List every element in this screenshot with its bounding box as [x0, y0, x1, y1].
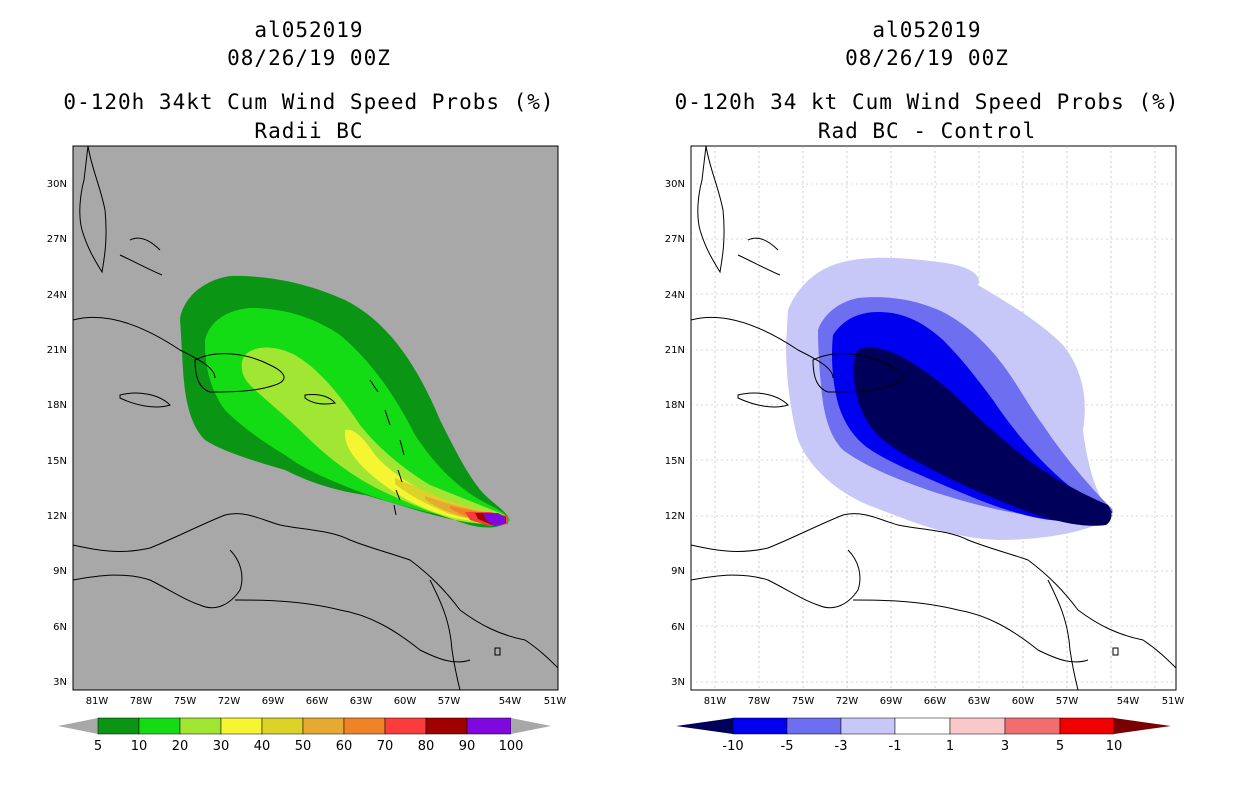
svg-text:15N: 15N: [47, 456, 67, 467]
lat-labels: 30N 27N 24N 21N 18N 15N 12N 9N 6N 3N: [47, 179, 67, 688]
svg-text:70: 70: [377, 739, 394, 754]
svg-text:27N: 27N: [47, 234, 67, 245]
svg-text:51W: 51W: [1162, 696, 1185, 707]
left-panel: al052019 08/26/19 00Z 0-120h 34kt Cum Wi…: [47, 18, 567, 754]
product-title: 0-120h 34 kt Cum Wind Speed Probs (%): [674, 90, 1180, 114]
svg-text:10: 10: [1106, 739, 1123, 754]
svg-text:9N: 9N: [671, 566, 685, 577]
svg-text:9N: 9N: [53, 566, 67, 577]
svg-text:54W: 54W: [499, 696, 522, 707]
svg-text:40: 40: [254, 739, 271, 754]
svg-text:81W: 81W: [86, 696, 109, 707]
prob-90-area: [483, 513, 506, 526]
svg-text:100: 100: [499, 739, 524, 754]
svg-text:90: 90: [459, 739, 476, 754]
coastlines: [690, 145, 1177, 691]
svg-text:24N: 24N: [47, 290, 67, 301]
svg-text:72W: 72W: [836, 696, 859, 707]
product-title: 0-120h 34kt Cum Wind Speed Probs (%): [63, 90, 555, 114]
svg-text:30: 30: [213, 739, 230, 754]
svg-text:-3: -3: [835, 739, 848, 754]
subtitle: Radii BC: [254, 119, 364, 143]
svg-text:21N: 21N: [47, 345, 67, 356]
svg-text:51W: 51W: [544, 696, 567, 707]
svg-text:3N: 3N: [671, 677, 685, 688]
lat-labels: 30N 27N 24N 21N 18N 15N 12N 9N 6N 3N: [665, 179, 685, 688]
svg-text:15N: 15N: [665, 456, 685, 467]
svg-text:5: 5: [1056, 739, 1064, 754]
prob-30-area: [345, 429, 505, 522]
svg-text:72W: 72W: [218, 696, 241, 707]
left-map: 30N 27N 24N 21N 18N 15N 12N 9N 6N 3N 81W…: [47, 145, 567, 754]
svg-text:3N: 3N: [53, 677, 67, 688]
svg-text:75W: 75W: [174, 696, 197, 707]
svg-text:21N: 21N: [665, 345, 685, 356]
svg-text:66W: 66W: [924, 696, 947, 707]
svg-text:5: 5: [94, 739, 102, 754]
left-colorbar: 5 10 20 30 40 50 60 70 80 90 100: [58, 717, 551, 754]
subtitle: Rad BC - Control: [817, 119, 1037, 143]
svg-text:60W: 60W: [1012, 696, 1035, 707]
svg-text:69W: 69W: [262, 696, 285, 707]
svg-text:60: 60: [336, 739, 353, 754]
datetime: 08/26/19 00Z: [227, 46, 391, 70]
svg-text:18N: 18N: [665, 400, 685, 411]
svg-text:30N: 30N: [665, 179, 685, 190]
storm-id: al052019: [254, 18, 364, 42]
right-colorbar: -10 -5 -3 -1 1 3 5 10: [676, 717, 1171, 754]
lon-labels: 81W 78W 75W 72W 69W 66W 63W 60W 57W 54W …: [86, 696, 567, 707]
svg-text:63W: 63W: [350, 696, 373, 707]
svg-text:81W: 81W: [704, 696, 727, 707]
svg-text:18N: 18N: [47, 400, 67, 411]
svg-text:-10: -10: [722, 739, 743, 754]
svg-text:10: 10: [131, 739, 148, 754]
diff-minus10-area: [853, 347, 1112, 526]
svg-text:50: 50: [295, 739, 312, 754]
svg-text:12N: 12N: [665, 511, 685, 522]
svg-text:24N: 24N: [665, 290, 685, 301]
svg-text:63W: 63W: [968, 696, 991, 707]
svg-text:75W: 75W: [792, 696, 815, 707]
svg-text:69W: 69W: [880, 696, 903, 707]
svg-text:78W: 78W: [130, 696, 153, 707]
svg-text:66W: 66W: [306, 696, 329, 707]
svg-text:-1: -1: [889, 739, 902, 754]
coastlines: [72, 145, 559, 691]
svg-text:1: 1: [946, 739, 954, 754]
svg-text:6N: 6N: [671, 622, 685, 633]
svg-text:20: 20: [172, 739, 189, 754]
svg-text:12N: 12N: [47, 511, 67, 522]
svg-text:57W: 57W: [438, 696, 461, 707]
storm-id: al052019: [872, 18, 982, 42]
svg-text:54W: 54W: [1117, 696, 1140, 707]
lon-labels: 81W 78W 75W 72W 69W 66W 63W 60W 57W 54W …: [704, 696, 1185, 707]
svg-text:57W: 57W: [1056, 696, 1079, 707]
svg-text:30N: 30N: [47, 179, 67, 190]
svg-text:27N: 27N: [665, 234, 685, 245]
svg-text:-5: -5: [781, 739, 794, 754]
svg-text:80: 80: [418, 739, 435, 754]
prob-20-area: [241, 347, 505, 524]
right-panel: al052019 08/26/19 00Z 0-120h 34 kt Cum W…: [618, 0, 1236, 800]
svg-text:78W: 78W: [748, 696, 771, 707]
datetime: 08/26/19 00Z: [845, 46, 1009, 70]
right-map: 30N 27N 24N 21N 18N 15N 12N 9N 6N 3N 81W…: [665, 145, 1185, 754]
svg-text:3: 3: [1001, 739, 1009, 754]
svg-text:60W: 60W: [394, 696, 417, 707]
svg-text:6N: 6N: [53, 622, 67, 633]
